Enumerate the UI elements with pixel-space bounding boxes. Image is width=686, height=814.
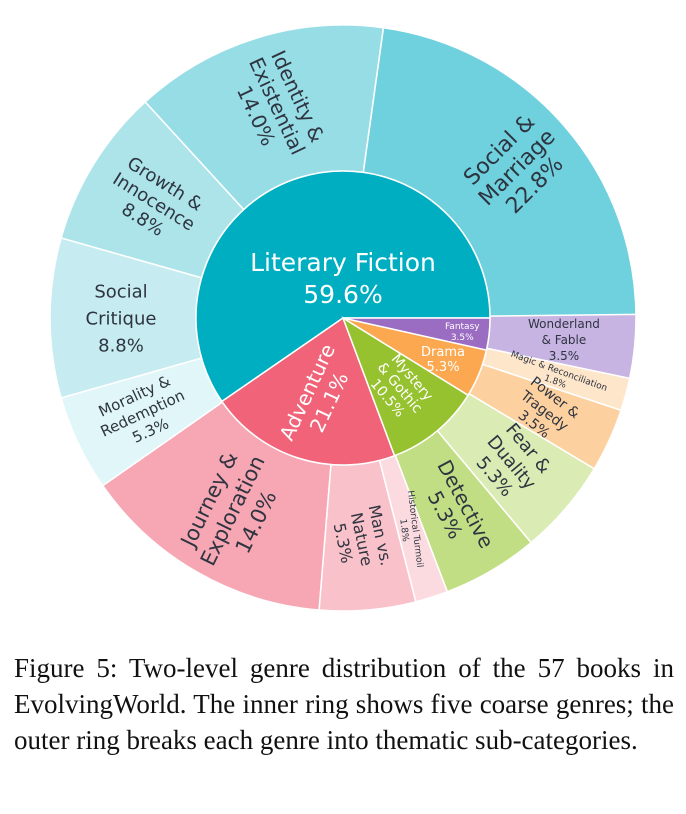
sunburst-svg: Social &Marriage22.8%Identity &Existenti…	[49, 24, 637, 612]
inner-label-drama: Drama 5.3%	[421, 345, 465, 375]
inner-slice-mystery-gothic	[341, 316, 470, 457]
outer-label-social-critique: Social Critique 8.8%	[86, 281, 157, 356]
figure-caption: Figure 5: Two-level genre distribution o…	[14, 653, 674, 755]
sunburst-chart: Social &Marriage22.8% Identity &Existenti…	[49, 24, 637, 612]
outer-label-wonderland-fable: Wonderland & Fable 3.5%	[528, 317, 600, 363]
inner-slice-adventure	[220, 316, 396, 466]
inner-slice-fantasy	[342, 317, 491, 351]
outer-label-identity-existential: Identity &Existential14.0%	[223, 44, 331, 168]
inner-label-literary-fiction: Literary Fiction 59.6%	[250, 248, 436, 309]
inner-label-fantasy: Fantasy 3.5%	[445, 322, 480, 343]
inner-slice-literary-fiction	[195, 170, 491, 403]
